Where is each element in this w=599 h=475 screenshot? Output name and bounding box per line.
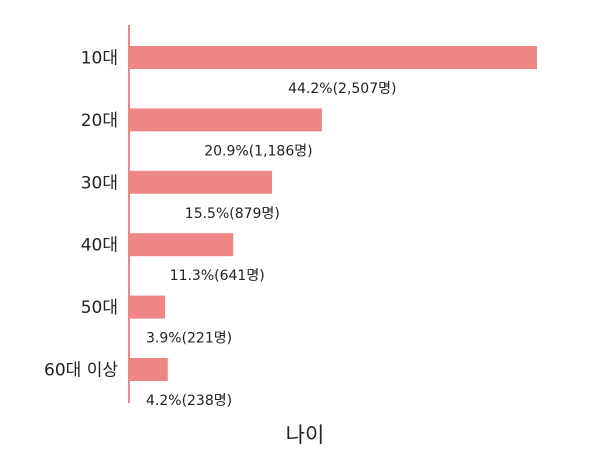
value-label: 20.9%(1,186명) [204, 143, 312, 159]
value-label: 3.9%(221명) [146, 331, 232, 347]
bar [129, 170, 273, 194]
y-tick-label: 30대 [81, 173, 118, 193]
value-label: 15.5%(879명) [185, 206, 280, 222]
y-tick-label: 50대 [81, 298, 118, 318]
value-label: 44.2%(2,507명) [288, 81, 396, 97]
x-axis-label: 나이 [286, 423, 325, 447]
value-label: 4.2%(238명) [146, 393, 232, 409]
value-label: 11.3%(641명) [170, 268, 265, 284]
bar [129, 295, 165, 319]
y-tick-label: 10대 [81, 49, 118, 69]
bar [129, 358, 168, 381]
y-tick-label: 40대 [81, 236, 118, 256]
y-tick-label: 60대 이상 [44, 361, 118, 381]
bar [129, 233, 234, 257]
bar [129, 46, 537, 69]
bar [129, 108, 322, 132]
y-tick-label: 20대 [81, 111, 118, 131]
